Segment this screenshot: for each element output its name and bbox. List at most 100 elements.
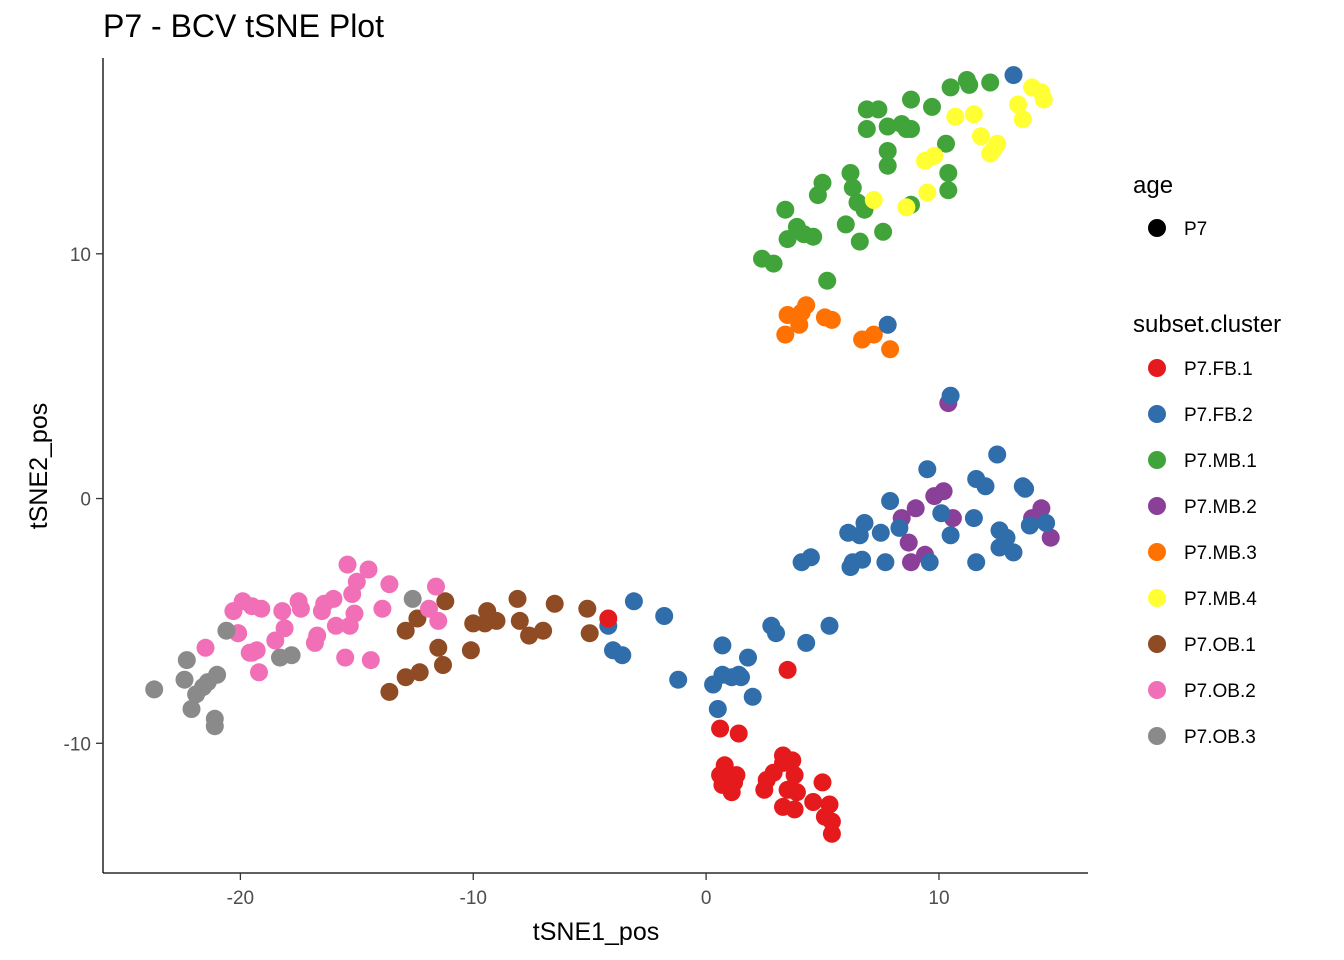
data-point [941, 386, 960, 405]
data-point [729, 724, 748, 743]
data-point [217, 621, 236, 640]
data-point [897, 198, 916, 217]
axes-layer [102, 58, 1088, 874]
legend: age P7 subset.cluster P7.FB.1 P7.FB.2 P7.M… [1133, 172, 1281, 748]
data-point [655, 607, 674, 625]
data-point [1004, 543, 1023, 562]
legend-title-subset-cluster: subset.cluster [1133, 311, 1281, 338]
data-point [804, 793, 823, 811]
data-point [510, 611, 529, 630]
data-point [436, 592, 455, 611]
legend-label-p7-mb-4: P7.MB.4 [1184, 589, 1257, 610]
data-point [864, 191, 883, 209]
series-p7-mb-2 [892, 394, 1060, 572]
y-tick-label: 10 [70, 245, 91, 266]
data-point [429, 638, 448, 657]
legend-key-p7-ob-2 [1148, 681, 1166, 699]
data-point [785, 800, 804, 819]
data-point [906, 499, 925, 518]
data-point [822, 824, 841, 843]
data-point [843, 178, 862, 197]
data-point [967, 553, 986, 572]
series-p7-fb-2 [599, 66, 1056, 718]
legend-label-p7-mb-2: P7.MB.2 [1184, 497, 1257, 518]
y-axis-title: tSNE2_pos [25, 403, 53, 529]
data-point [266, 631, 285, 650]
data-point [727, 766, 746, 785]
data-point [920, 553, 939, 572]
data-point [878, 156, 897, 175]
data-point [250, 663, 268, 682]
data-point [1009, 95, 1028, 114]
data-point [923, 97, 941, 116]
data-point [778, 660, 797, 679]
data-point [743, 687, 762, 706]
data-point [964, 509, 983, 528]
legend-key-p7-mb-3 [1148, 543, 1166, 561]
data-point [187, 685, 206, 704]
data-point [918, 460, 937, 479]
y-tick-label: 0 [80, 490, 91, 511]
data-point [899, 533, 918, 552]
data-point [196, 638, 215, 657]
data-point [1004, 66, 1023, 85]
data-point [1020, 516, 1039, 535]
legend-label-p7-ob-3: P7.OB.3 [1184, 727, 1256, 748]
data-point [946, 107, 965, 126]
data-point [988, 445, 1007, 464]
data-point [599, 609, 618, 628]
data-point [1037, 514, 1056, 532]
data-point [326, 616, 345, 635]
data-point [964, 105, 983, 124]
data-point [624, 592, 643, 611]
data-point [410, 663, 429, 682]
data-point [960, 75, 979, 94]
data-point [785, 766, 804, 785]
data-point [876, 553, 895, 572]
data-point [804, 227, 823, 246]
y-tick-label: -10 [64, 734, 91, 755]
ticks-layer: -20 -10 0 10 -10 0 10 [64, 245, 950, 909]
legend-title-age: age [1133, 172, 1173, 199]
legend-key-p7-mb-4 [1148, 589, 1166, 607]
data-point [778, 230, 797, 249]
data-point [983, 142, 1002, 160]
data-point [767, 624, 785, 643]
data-point [820, 616, 839, 635]
legend-label-p7-fb-2: P7.FB.2 [1184, 405, 1253, 426]
data-point [240, 643, 259, 662]
data-point [704, 675, 723, 694]
data-point [841, 558, 860, 577]
data-point [373, 599, 392, 618]
data-point [971, 127, 990, 146]
data-point [338, 555, 357, 574]
x-tick-label: 10 [928, 888, 949, 909]
data-point [902, 120, 920, 138]
data-point [545, 594, 564, 613]
data-point [336, 648, 355, 667]
data-point [932, 504, 951, 523]
data-point [934, 482, 953, 501]
data-point [380, 682, 399, 701]
data-point [271, 648, 289, 667]
x-tick-label: -10 [460, 888, 487, 909]
data-point [305, 633, 324, 652]
series-p7-fb-1 [599, 609, 841, 843]
data-point [881, 492, 900, 510]
data-point [175, 670, 194, 689]
data-point [939, 181, 958, 200]
data-point [990, 538, 1009, 557]
data-point [878, 117, 897, 136]
data-point [420, 599, 438, 618]
legend-key-p7-mb-2 [1148, 497, 1166, 515]
data-point [976, 477, 995, 496]
data-point [708, 700, 727, 718]
x-tick-label: 0 [701, 888, 712, 909]
data-point [836, 215, 855, 234]
data-point [1034, 90, 1053, 109]
legend-label-p7: P7 [1184, 219, 1207, 240]
data-point [464, 614, 483, 633]
data-point [764, 254, 783, 273]
data-point [937, 134, 955, 153]
series-p7-mb-3 [776, 296, 900, 359]
